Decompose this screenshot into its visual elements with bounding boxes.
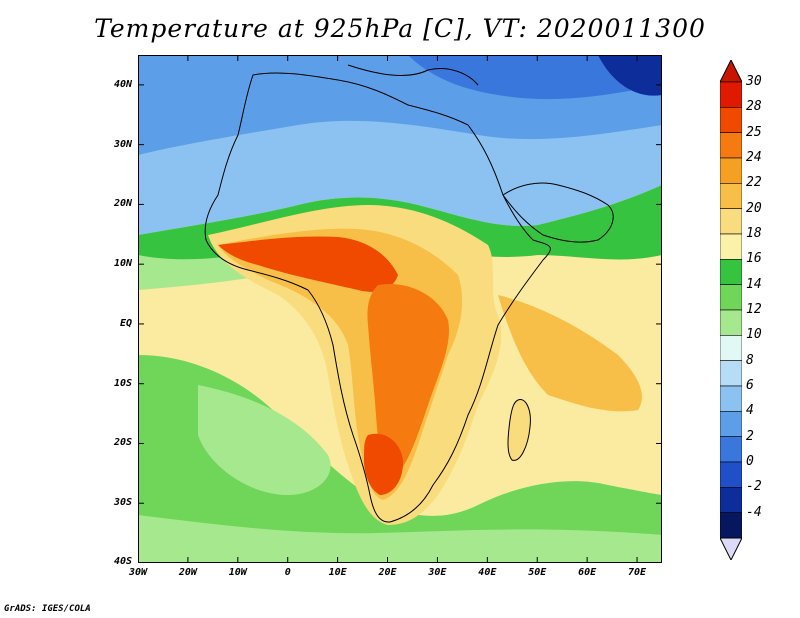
colorbar-swatch bbox=[719, 461, 743, 488]
lon-tick-label: 0 bbox=[284, 567, 291, 578]
colorbar-label: 6 bbox=[746, 378, 754, 393]
colorbar-swatch bbox=[719, 157, 743, 184]
colorbar-swatch bbox=[719, 183, 743, 209]
lon-tick-label: 10W bbox=[228, 567, 247, 578]
map-title: Temperature at 925hPa [C], VT: 202001130… bbox=[94, 14, 706, 43]
lat-tick-label: 40S bbox=[113, 556, 132, 567]
colorbar-label: 24 bbox=[746, 150, 762, 165]
colorbar-swatch bbox=[719, 436, 743, 463]
africa-coastline bbox=[204, 72, 551, 523]
colorbar-label: 12 bbox=[746, 302, 762, 317]
map-plot-area bbox=[138, 55, 662, 563]
colorbar-swatch bbox=[719, 487, 743, 513]
lat-tick-label: 30S bbox=[113, 497, 132, 509]
arabian-peninsula-coastline bbox=[502, 182, 614, 243]
lon-tick-label: 40E bbox=[478, 567, 497, 578]
colorbar-label: 30 bbox=[746, 74, 762, 89]
colorbar-swatch bbox=[719, 81, 743, 108]
colorbar-bar bbox=[719, 58, 743, 562]
lat-tick-label: 20S bbox=[113, 437, 132, 449]
sahel-hottest-region bbox=[218, 236, 398, 292]
colorbar-swatch bbox=[719, 107, 743, 133]
kalahari-hot-region bbox=[364, 433, 404, 495]
credit-text: GrADS: IGES/COLA bbox=[4, 604, 91, 614]
colorbar-label: 16 bbox=[746, 251, 762, 267]
colorbar-label: 2 bbox=[746, 428, 754, 444]
lon-tick-label: 30E bbox=[428, 567, 447, 578]
lat-tick-label: 30N bbox=[113, 138, 132, 150]
colorbar-label: 22 bbox=[746, 175, 762, 191]
lon-tick-label: 70E bbox=[628, 567, 647, 578]
madagascar bbox=[507, 399, 531, 461]
colorbar bbox=[719, 58, 743, 564]
colorbar-label: 18 bbox=[746, 226, 762, 241]
colorbar-label: 14 bbox=[746, 276, 762, 292]
indian-ocean-warm-patch bbox=[498, 295, 642, 412]
colorbar-label: -2 bbox=[746, 479, 762, 495]
axis-ticks bbox=[138, 55, 662, 563]
far-south-band bbox=[138, 515, 662, 563]
colorbar-swatch bbox=[719, 360, 743, 387]
colorbar-label: 4 bbox=[746, 403, 754, 419]
europe-cold-region bbox=[408, 55, 662, 100]
north-east-coldest bbox=[598, 55, 662, 96]
southern-cool-band bbox=[138, 355, 662, 563]
colorbar-swatch bbox=[719, 411, 743, 437]
colorbar-max-arrow bbox=[719, 58, 743, 83]
temperature-map bbox=[138, 55, 662, 563]
colorbar-label: 28 bbox=[746, 99, 762, 115]
lat-tick-label: EQ bbox=[119, 317, 132, 329]
colorbar-swatch bbox=[719, 284, 743, 311]
lon-tick-label: 20W bbox=[178, 567, 197, 578]
colorbar-swatch bbox=[719, 259, 743, 285]
lon-tick-label: 20E bbox=[378, 567, 397, 578]
colorbar-min-arrow bbox=[719, 537, 743, 562]
map-frame-border bbox=[138, 55, 662, 563]
colorbar-swatch bbox=[719, 309, 743, 336]
lat-tick-label: 40N bbox=[113, 78, 132, 90]
lon-tick-label: 50E bbox=[528, 567, 547, 578]
lon-tick-label: 60E bbox=[578, 567, 597, 578]
europe-coastline bbox=[347, 64, 479, 86]
colorbar-label: -4 bbox=[746, 504, 762, 520]
colorbar-label: 8 bbox=[746, 352, 754, 368]
colorbar-swatch bbox=[719, 132, 743, 159]
colorbar-swatch bbox=[719, 233, 743, 260]
south-atlantic-cool-patch bbox=[198, 385, 331, 495]
colorbar-label: 10 bbox=[746, 327, 762, 343]
central-africa-hot-region bbox=[367, 284, 449, 480]
colorbar-label: 25 bbox=[746, 124, 762, 140]
lon-tick-label: 30W bbox=[128, 567, 148, 578]
colorbar-label: 0 bbox=[746, 454, 754, 469]
lon-tick-label: 10E bbox=[328, 567, 347, 578]
lat-tick-label: 20N bbox=[113, 198, 132, 210]
lat-tick-label: 10N bbox=[113, 258, 132, 270]
colorbar-label: 20 bbox=[746, 200, 762, 216]
lat-tick-label: 10S bbox=[113, 377, 132, 389]
colorbar-swatch bbox=[719, 512, 743, 539]
colorbar-swatch bbox=[719, 335, 743, 361]
colorbar-swatch bbox=[719, 208, 743, 235]
colorbar-swatch bbox=[719, 385, 743, 412]
